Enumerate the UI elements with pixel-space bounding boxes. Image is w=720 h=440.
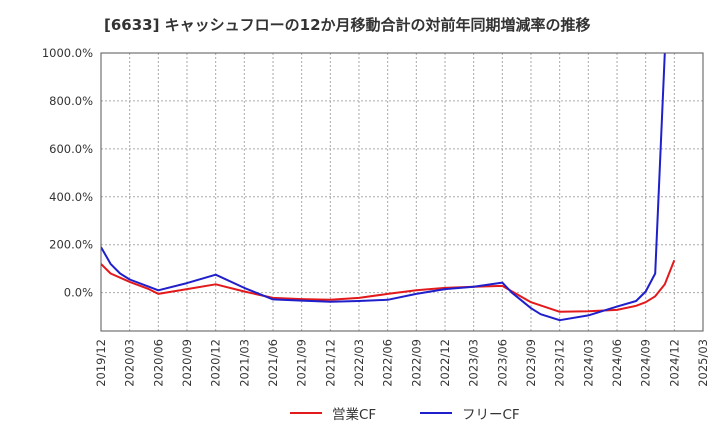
x-tick-label: 2021/03 (237, 339, 251, 387)
plot-frame (100, 52, 704, 332)
x-tick-label: 2020/06 (151, 339, 165, 387)
x-tick-label: 2023/09 (524, 339, 538, 387)
x-tick-label: 2024/03 (581, 339, 595, 387)
line-chart: 0.0% 200.0% 400.0% 600.0% 800.0% 1000.0% 2019… (42, 46, 710, 387)
x-tick-label: 2022/12 (438, 339, 452, 387)
legend-item-free-cf: フリーCF (420, 403, 520, 423)
y-axis-ticks: 0.0% 200.0% 400.0% 600.0% 800.0% 1000.0% (42, 46, 93, 300)
legend-label-eigyo-cf: 営業CF (332, 407, 377, 423)
legend-swatch-free-cf (420, 412, 452, 414)
x-tick-label: 2021/09 (295, 339, 309, 387)
y-tick-label: 400.0% (49, 190, 93, 204)
x-tick-label: 2024/06 (610, 339, 624, 387)
y-tick-label: 0.0% (64, 286, 93, 300)
y-tick-label: 800.0% (49, 94, 93, 108)
x-tick-label: 2020/09 (180, 339, 194, 387)
x-tick-label: 2020/12 (209, 339, 223, 387)
legend-item-eigyo-cf: 営業CF (290, 403, 376, 423)
x-tick-label: 2023/06 (495, 339, 509, 387)
x-tick-label: 2021/06 (266, 339, 280, 387)
x-tick-label: 2023/03 (467, 339, 481, 387)
x-tick-label: 2024/12 (667, 339, 681, 387)
legend-swatch-eigyo-cf (290, 412, 322, 414)
series-line-1 (101, 53, 666, 322)
x-tick-label: 2025/03 (696, 339, 710, 387)
x-tick-label: 2022/03 (352, 339, 366, 387)
x-tick-label: 2022/06 (381, 339, 395, 387)
series-lines (101, 53, 676, 322)
x-tick-label: 2019/12 (94, 339, 108, 387)
x-tick-label: 2024/09 (639, 339, 653, 387)
legend: 営業CF フリーCF (0, 403, 720, 427)
series-line-0 (101, 259, 676, 313)
y-tick-label: 200.0% (49, 238, 93, 252)
y-tick-label: 600.0% (49, 142, 93, 156)
x-axis-ticks: 2019/12 2020/03 2020/06 2020/09 2020/12 2021/… (94, 339, 710, 387)
x-tick-label: 2021/12 (323, 339, 337, 387)
chart-title: [6633] キャッシュフローの12か月移動合計の対前年同期増減率の推移 (104, 16, 591, 34)
y-tick-label: 1000.0% (42, 46, 93, 60)
x-tick-label: 2023/12 (553, 339, 567, 387)
x-tick-label: 2020/03 (123, 339, 137, 387)
x-tick-label: 2022/09 (409, 339, 423, 387)
legend-label-free-cf: フリーCF (462, 407, 520, 423)
